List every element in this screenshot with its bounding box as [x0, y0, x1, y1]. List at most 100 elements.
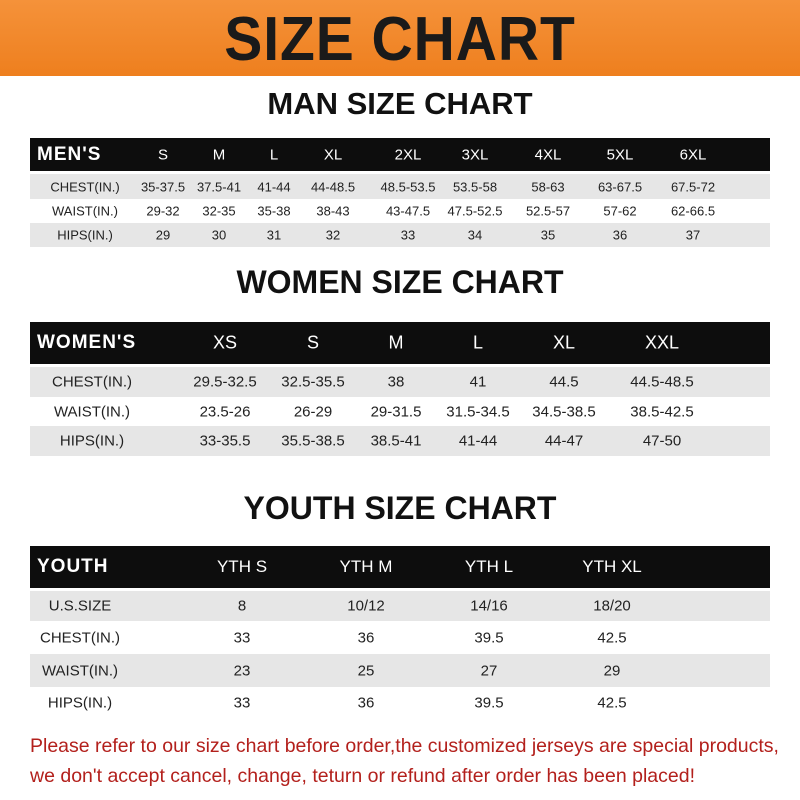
table-cell: 34 — [467, 227, 483, 243]
table-row: WAIST(IN.) 23 25 27 29 — [30, 654, 770, 687]
table-cell: 36 — [357, 694, 375, 711]
table-cell: 63-67.5 — [597, 179, 643, 194]
size-header: 5XL — [606, 146, 634, 163]
measure-label: WAIST(IN.) — [52, 203, 118, 219]
table-cell: 41 — [469, 373, 487, 391]
table-cell: 52.5-57 — [525, 203, 571, 219]
table-cell: 27 — [480, 662, 498, 679]
table-cell: 33 — [233, 694, 251, 711]
table-cell: 32-35 — [202, 203, 236, 219]
women-title: WOMEN SIZE CHART — [236, 264, 564, 300]
table-cell: 58-63 — [531, 179, 565, 194]
measure-label: CHEST(IN.) — [50, 179, 120, 194]
measure-label: U.S.SIZE — [48, 597, 112, 615]
measure-label: HIPS(IN.) — [47, 694, 113, 711]
table-cell: 38-43 — [316, 203, 350, 219]
table-cell: 44.5-48.5 — [630, 373, 694, 391]
table-cell: 42.5 — [597, 629, 627, 646]
size-header: YTH L — [464, 557, 514, 576]
table-cell: 25 — [357, 662, 375, 679]
size-header: YTH XL — [582, 557, 642, 576]
table-cell: 29 — [155, 227, 171, 243]
table-row: HIPS(IN.) 33 36 39.5 42.5 — [30, 687, 770, 718]
size-header: YTH S — [216, 557, 268, 576]
table-cell: 38.5-41 — [370, 432, 422, 450]
table-cell: 57-62 — [603, 203, 637, 219]
table-row: CHEST(IN.) 35-37.5 37.5-41 41-44 44-48.5 48.5… — [30, 174, 770, 199]
size-header: XXL — [644, 332, 680, 353]
banner-title: SIZE CHART — [224, 5, 576, 74]
table-cell: 26-29 — [293, 403, 333, 420]
table-cell: 37 — [685, 227, 701, 243]
table-cell: 41-44 — [458, 432, 498, 450]
size-header: L — [472, 332, 484, 353]
measure-label: WAIST(IN.) — [53, 403, 131, 420]
measure-label: CHEST(IN.) — [40, 629, 120, 646]
table-row: CHEST(IN.) 33 36 39.5 42.5 — [30, 621, 770, 654]
banner: SIZE CHART — [0, 0, 800, 76]
table-cell: 34.5-38.5 — [532, 403, 596, 420]
table-row: CHEST(IN.) 29.5-32.5 32.5-35.5 38 41 44.5 44.5… — [30, 367, 770, 397]
table-cell: 53.5-58 — [452, 179, 498, 194]
table-cell: 67.5-72 — [670, 179, 716, 194]
measure-label: WAIST(IN.) — [41, 662, 119, 679]
table-cell: 32.5-35.5 — [281, 373, 345, 391]
table-cell: 29 — [603, 662, 621, 679]
table-row: HIPS(IN.) 29 30 31 32 33 34 35 36 37 — [30, 223, 770, 247]
notice-line-2: we don't accept cancel, change, teturn o… — [30, 765, 695, 787]
header-row: WOMEN'S XS S M L XL XXL — [30, 322, 770, 364]
table-cell: 48.5-53.5 — [380, 179, 436, 194]
table-cell: 23.5-26 — [199, 403, 251, 420]
table-cell: 33 — [233, 629, 251, 646]
table-cell: 39.5 — [474, 629, 504, 646]
table-cell: 36 — [612, 227, 628, 243]
header-row: YOUTH YTH S YTH M YTH L YTH XL — [30, 546, 770, 588]
table-label: WOMEN'S — [37, 332, 137, 353]
notice-line-1: Please refer to our size chart before or… — [30, 735, 779, 757]
size-header: XL — [552, 332, 576, 353]
table-cell: 42.5 — [597, 694, 627, 711]
size-header: 2XL — [394, 146, 422, 163]
table-cell: 41-44 — [257, 179, 291, 194]
men-title: MAN SIZE CHART — [267, 86, 533, 121]
table-cell: 62-66.5 — [670, 203, 716, 219]
table-cell: 38.5-42.5 — [630, 403, 694, 420]
table-cell: 47.5-52.5 — [447, 203, 503, 219]
table-cell: 31 — [266, 227, 282, 243]
size-header: L — [269, 146, 279, 163]
size-header: 6XL — [679, 146, 707, 163]
table-cell: 30 — [211, 227, 227, 243]
table-cell: 10/12 — [347, 597, 385, 615]
size-header: 3XL — [461, 146, 489, 163]
table-cell: 29.5-32.5 — [193, 373, 257, 391]
table-cell: 33 — [400, 227, 416, 243]
size-header: M — [388, 332, 404, 353]
table-label: MEN'S — [37, 143, 102, 165]
table-cell: 44-47 — [544, 432, 584, 450]
table-cell: 18/20 — [593, 597, 631, 615]
table-cell: 8 — [237, 597, 247, 615]
table-cell: 14/16 — [470, 597, 508, 615]
table-cell: 39.5 — [474, 694, 504, 711]
table-row: HIPS(IN.) 33-35.5 35.5-38.5 38.5-41 41-44 44-… — [30, 426, 770, 456]
table-cell: 38 — [387, 373, 405, 391]
size-header: YTH M — [339, 557, 393, 576]
table-cell: 44-48.5 — [310, 179, 356, 194]
table-cell: 37.5-41 — [196, 179, 242, 194]
table-cell: 47-50 — [642, 432, 682, 450]
table-cell: 35-37.5 — [140, 179, 186, 194]
size-header: S — [157, 146, 169, 163]
table-cell: 31.5-34.5 — [446, 403, 510, 420]
table-row: U.S.SIZE 8 10/12 14/16 18/20 — [30, 591, 770, 621]
table-cell: 43-47.5 — [385, 203, 431, 219]
size-header: 4XL — [534, 146, 562, 163]
table-cell: 33-35.5 — [199, 432, 251, 450]
table-cell: 23 — [233, 662, 251, 679]
table-cell: 36 — [357, 629, 375, 646]
size-header: XS — [212, 332, 238, 353]
table-cell: 35.5-38.5 — [281, 432, 345, 450]
header-row: MEN'S S M L XL 2XL 3XL 4XL 5XL 6XL — [30, 138, 770, 171]
size-header: S — [306, 332, 320, 353]
table-label: YOUTH — [37, 556, 109, 577]
